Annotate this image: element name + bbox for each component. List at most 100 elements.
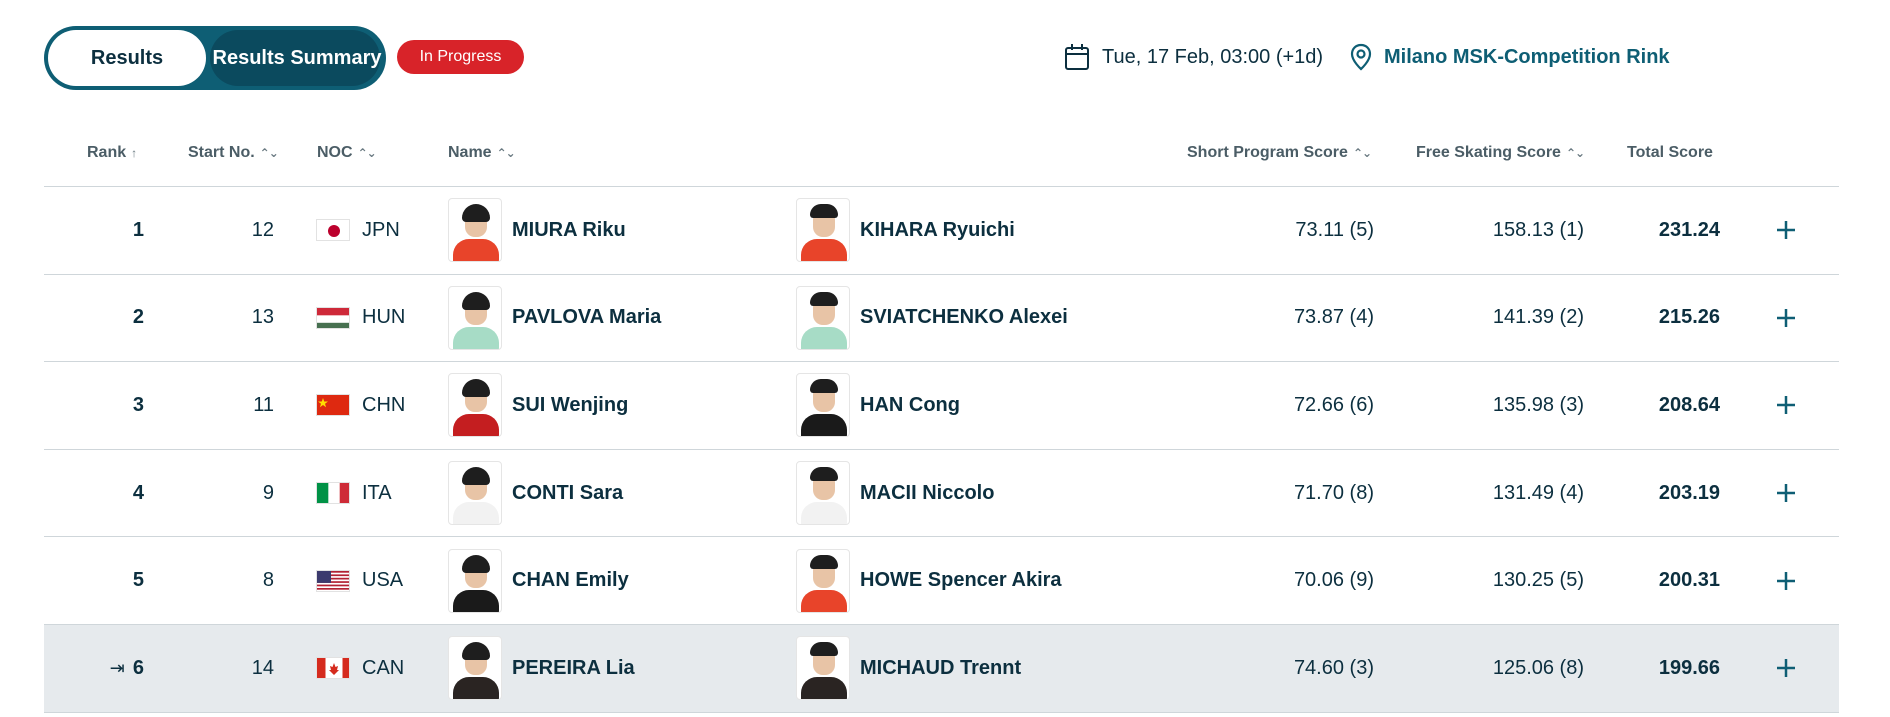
athlete-1[interactable]: CHAN Emily <box>448 537 629 624</box>
free-skating-score: 131.49 (4) <box>1492 481 1584 504</box>
active-tab-background <box>210 30 380 86</box>
column-header-short-program[interactable]: Short Program Score ⌃⌄ <box>1187 144 1372 162</box>
datetime-text: Tue, 17 Feb, 03:00 (+1d) <box>1102 45 1324 68</box>
column-header-noc[interactable]: NOC ⌃⌄ <box>317 144 377 162</box>
total-score: 200.31 <box>1658 569 1720 592</box>
calendar-icon <box>1064 43 1090 71</box>
free-skating-score: 130.25 (5) <box>1492 569 1584 592</box>
column-header-start-no[interactable]: Start No. ⌃⌄ <box>188 144 279 162</box>
athlete-photo <box>796 285 850 350</box>
start-no-cell: 14 <box>251 656 274 679</box>
athlete-name: MICHAUD Trennt <box>860 656 1022 679</box>
athlete-2[interactable]: SVIATCHENKO Alexei <box>796 275 1068 362</box>
plus-icon <box>1777 308 1795 327</box>
athlete-name: CHAN Emily <box>512 569 629 592</box>
rank-value: 1 <box>132 218 144 241</box>
noc-cell: CAN <box>316 625 404 712</box>
expand-row-button[interactable] <box>1775 187 1797 274</box>
rank-cell: 1 <box>133 187 144 274</box>
athlete-photo <box>796 198 850 263</box>
athlete-name: PEREIRA Lia <box>512 656 635 679</box>
expand-row-button[interactable] <box>1775 537 1797 624</box>
noc-cell: ITA <box>316 450 392 537</box>
expand-row-button[interactable] <box>1775 450 1797 537</box>
rank-value: 4 <box>132 481 144 504</box>
expand-row-button[interactable] <box>1775 362 1797 449</box>
location-pin-icon <box>1350 43 1372 71</box>
start-no-cell: 8 <box>262 569 274 592</box>
athlete-1[interactable]: SUI Wenjing <box>448 362 628 449</box>
athlete-name: KIHARA Ryuichi <box>860 218 1015 241</box>
rank-cell: 5 <box>133 537 144 624</box>
short-program-score: 72.66 (6) <box>1293 393 1374 416</box>
sort-icon: ⌃⌄ <box>259 146 279 160</box>
noc-cell: JPN <box>316 187 400 274</box>
athlete-photo <box>448 461 502 526</box>
athlete-2[interactable]: MACII Niccolo <box>796 450 994 537</box>
athlete-2[interactable]: HOWE Spencer Akira <box>796 537 1062 624</box>
start-no-cell: 11 <box>253 393 274 416</box>
column-header-total: Total Score <box>1627 144 1713 162</box>
flag-chn-icon <box>316 394 350 417</box>
tab-results-summary[interactable]: Results Summary <box>212 46 382 69</box>
table-header: Rank ↑ Start No. ⌃⌄ NOC ⌃⌄ Name ⌃⌄ Short Pro… <box>44 128 1839 187</box>
athlete-name: PAVLOVA Maria <box>512 306 662 329</box>
sort-ascending-icon: ↑ <box>131 146 137 160</box>
athlete-name: SVIATCHENKO Alexei <box>860 306 1068 329</box>
column-header-free-skating[interactable]: Free Skating Score ⌃⌄ <box>1416 144 1585 162</box>
rank-header-label: Rank <box>87 144 127 161</box>
athlete-1[interactable]: PEREIRA Lia <box>448 625 635 712</box>
rank-value: 5 <box>132 569 144 592</box>
column-header-name[interactable]: Name ⌃⌄ <box>448 144 516 162</box>
start-no-header-label: Start No. <box>188 144 255 161</box>
athlete-2[interactable]: HAN Cong <box>796 362 960 449</box>
athlete-photo <box>448 636 502 701</box>
expand-row-button[interactable] <box>1775 275 1797 362</box>
noc-code: ITA <box>362 481 392 504</box>
short-program-score: 73.87 (4) <box>1293 306 1374 329</box>
expand-row-button[interactable] <box>1775 625 1797 712</box>
tab-results[interactable]: Results <box>48 30 206 86</box>
athlete-name: MIURA Riku <box>512 218 626 241</box>
sort-icon: ⌃⌄ <box>1352 146 1372 160</box>
results-table: Rank ↑ Start No. ⌃⌄ NOC ⌃⌄ Name ⌃⌄ Short Pro… <box>44 128 1839 713</box>
athlete-2[interactable]: MICHAUD Trennt <box>796 625 1021 712</box>
athlete-photo <box>796 548 850 613</box>
table-row: 2 13 HUN PAVLOVA Maria SVIATCHENKO Alexe… <box>44 275 1839 363</box>
athlete-photo <box>796 461 850 526</box>
athlete-2[interactable]: KIHARA Ryuichi <box>796 187 1015 274</box>
venue-link[interactable]: Milano MSK-Competition Rink <box>1350 40 1670 74</box>
athlete-photo <box>448 548 502 613</box>
table-row: 4 9 ITA CONTI Sara MACII Niccolo 71.70 (… <box>44 450 1839 538</box>
event-datetime: Tue, 17 Feb, 03:00 (+1d) <box>1064 40 1323 74</box>
free-skating-score: 141.39 (2) <box>1492 306 1584 329</box>
flag-jpn-icon <box>316 219 350 242</box>
plus-icon <box>1777 396 1795 415</box>
noc-code: CAN <box>362 656 405 679</box>
athlete-photo <box>448 198 502 263</box>
athlete-1[interactable]: PAVLOVA Maria <box>448 275 661 362</box>
total-score: 231.24 <box>1658 218 1720 241</box>
start-no-cell: 12 <box>251 218 274 241</box>
free-skating-score: 125.06 (8) <box>1492 656 1584 679</box>
short-program-header-label: Short Program Score <box>1187 144 1348 161</box>
table-row: 1 12 JPN MIURA Riku KIHARA Ryuichi 73.11… <box>44 187 1839 275</box>
column-header-rank[interactable]: Rank ↑ <box>87 144 137 162</box>
athlete-photo <box>796 636 850 701</box>
free-skating-header-label: Free Skating Score <box>1416 144 1561 161</box>
athlete-1[interactable]: CONTI Sara <box>448 450 623 537</box>
rank-cell: 2 <box>133 275 144 362</box>
free-skating-score: 135.98 (3) <box>1492 393 1584 416</box>
noc-code: JPN <box>362 218 400 241</box>
total-score: 215.26 <box>1658 306 1720 329</box>
athlete-1[interactable]: MIURA Riku <box>448 187 626 274</box>
jump-to-icon: ⇥ <box>109 657 125 678</box>
noc-header-label: NOC <box>317 144 353 161</box>
flag-ita-icon <box>316 482 350 505</box>
athlete-name: CONTI Sara <box>512 481 624 504</box>
sort-icon: ⌃⌄ <box>496 146 516 160</box>
results-view-toggle: Results Results Summary <box>44 26 386 90</box>
noc-code: HUN <box>362 306 406 329</box>
short-program-score: 70.06 (9) <box>1293 569 1374 592</box>
start-no-cell: 13 <box>251 306 274 329</box>
